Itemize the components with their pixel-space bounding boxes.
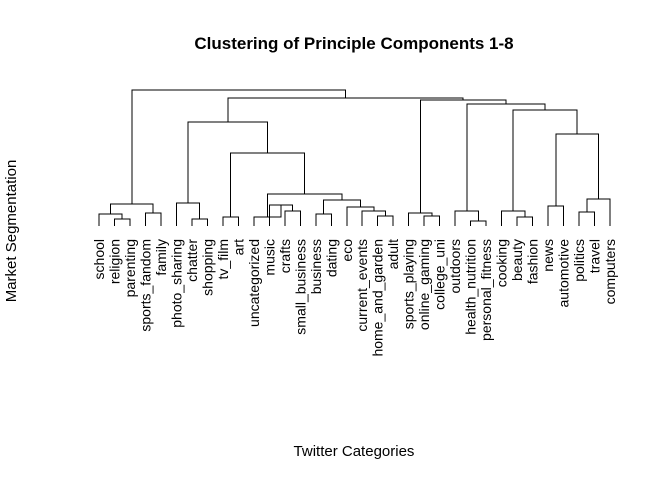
dendrogram-link (315, 213, 332, 226)
dendrogram-link (423, 215, 441, 226)
leaf-label: crafts (277, 239, 293, 273)
leaf-label: cooking (494, 239, 510, 287)
leaf-label: automotive (556, 239, 572, 308)
leaf-label: eco (339, 239, 355, 262)
leaf-labels: school religion parenting sports_fandom fami… (91, 239, 618, 357)
leaf-label: family (153, 239, 169, 276)
leaf-label: photo_sharing (168, 239, 184, 328)
dendrogram-link (191, 218, 208, 226)
dendrogram-link (222, 216, 239, 226)
leaf-label: politics (571, 239, 587, 282)
dendrogram-link (187, 121, 269, 203)
dendrogram-link (454, 210, 479, 226)
leaf-label: business (308, 239, 324, 294)
leaf-label: shopping (199, 239, 215, 296)
dendrogram-link (114, 218, 131, 226)
dendrogram-link (466, 103, 546, 211)
dendrogram-links (98, 89, 611, 226)
dendrogram-link (175, 202, 201, 226)
leaf-label: online_gaming (416, 239, 432, 330)
leaf-label: dating (323, 239, 339, 277)
dendrogram-link (547, 205, 564, 226)
leaf-label: tv_film (215, 239, 231, 279)
leaf-label: outdoors (447, 239, 463, 293)
dendrogram-link (377, 215, 394, 226)
leaf-label: school (91, 239, 107, 279)
leaf-label: small_business (292, 239, 308, 335)
dendrogram-link (512, 109, 578, 211)
leaf-label: home_and_garden (370, 239, 386, 357)
dendrogram-link (145, 212, 162, 226)
leaf-label: fashion (525, 239, 541, 284)
leaf-label: sports_fandom (138, 239, 154, 332)
dendrogram-link (131, 89, 346, 204)
y-axis-label: Market Segmentation (3, 160, 20, 303)
leaf-label: computers (602, 239, 618, 304)
leaf-label: adult (385, 239, 401, 269)
dendrogram-link (98, 213, 123, 226)
dendrogram-link (501, 210, 526, 226)
dendrogram-link (361, 210, 386, 226)
dendrogram-link (346, 206, 375, 226)
leaf-label: art (230, 239, 246, 255)
dendrogram-link (408, 212, 433, 226)
dendrogram-link (555, 133, 599, 206)
leaf-label: travel (587, 239, 603, 273)
leaf-label: beauty (509, 239, 525, 281)
x-axis-label: Twitter Categories (294, 443, 415, 460)
dendrogram-link (419, 99, 507, 213)
leaf-label: news (540, 239, 556, 272)
leaf-label: current_events (354, 239, 370, 332)
leaf-label: personal_fitness (478, 239, 494, 341)
leaf-label: religion (107, 239, 123, 284)
leaf-label: uncategorized (246, 239, 262, 327)
leaf-label: parenting (122, 239, 138, 297)
dendrogram-link (470, 220, 487, 226)
leaf-label: college_uni (432, 239, 448, 310)
leaf-label: sports_playing (401, 239, 417, 329)
leaf-label: chatter (184, 239, 200, 282)
leaf-label: music (261, 239, 277, 276)
dendrogram-link (284, 210, 301, 226)
leaf-label: health_nutrition (463, 239, 479, 335)
chart-title: Clustering of Principle Components 1-8 (194, 34, 513, 53)
dendrogram-link (227, 97, 464, 122)
dendrogram-link (516, 216, 534, 226)
dendrogram-link (578, 211, 595, 226)
